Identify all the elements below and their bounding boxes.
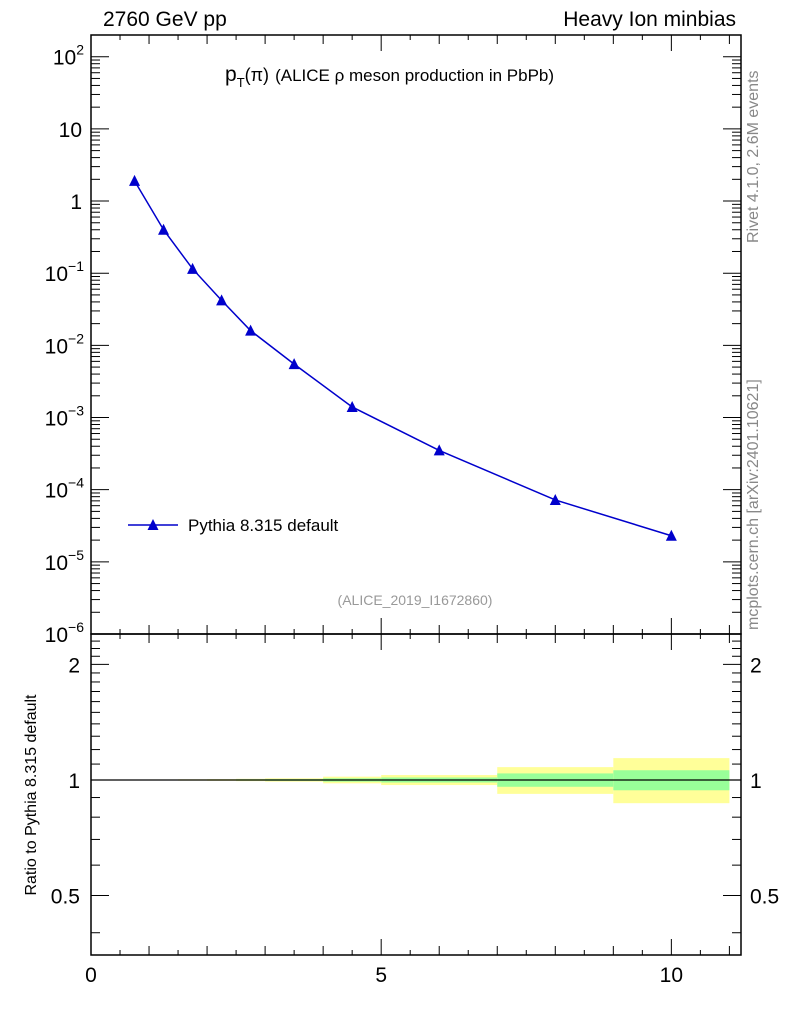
ratio-y-tick-labels: 2 2 1 1 0.5 0.5 xyxy=(51,654,779,908)
y-tick-label-exponent: −4 xyxy=(68,475,84,491)
header-process-label: Heavy Ion minbias xyxy=(563,8,736,31)
legend-label: Pythia 8.315 default xyxy=(188,516,339,535)
data-point xyxy=(665,529,677,541)
y-tick-label: 1 xyxy=(70,191,82,214)
ratio-plot-frame xyxy=(90,633,742,956)
header-energy-label: 2760 GeV pp xyxy=(103,8,227,31)
data-point xyxy=(549,493,561,505)
data-point xyxy=(187,262,199,274)
ratio-x-tick-labels: 0 5 10 xyxy=(85,964,683,987)
y-tick-label: 10−3 xyxy=(45,403,85,431)
title-subscript: T xyxy=(237,75,245,90)
y-tick-label: 102 xyxy=(53,42,84,70)
y-tick-label: 10−1 xyxy=(45,258,85,286)
data-point xyxy=(129,174,141,186)
y-tick-label-base: 10 xyxy=(53,47,76,70)
main-plot-frame xyxy=(90,34,742,635)
title-p: p xyxy=(225,63,237,86)
y-tick-label-base: 1 xyxy=(70,191,82,214)
y-tick-label-base: 10 xyxy=(45,552,68,575)
y-tick-label-exponent: −3 xyxy=(68,403,84,419)
ratio-y-tick-label-right: 2 xyxy=(750,654,762,677)
y-tick-label-base: 10 xyxy=(59,119,82,142)
series-line xyxy=(133,180,672,537)
x-tick-label: 10 xyxy=(660,964,683,987)
ratio-bands xyxy=(120,758,730,804)
x-tick-label: 5 xyxy=(375,964,387,987)
y-tick-label: 10−2 xyxy=(45,330,85,358)
title-rest: (ALICE ρ meson production in PbPb) xyxy=(275,66,554,85)
ratio-y-tick-label-right: 0.5 xyxy=(750,886,779,909)
y-tick-label-base: 10 xyxy=(45,263,68,286)
ratio-y-axis-label: Ratio to Pythia 8.315 default xyxy=(23,694,40,896)
data-point xyxy=(433,444,445,456)
y-tick-label-base: 10 xyxy=(45,624,68,647)
y-tick-label-exponent: −6 xyxy=(68,619,84,635)
y-tick-label-exponent: 2 xyxy=(76,42,84,58)
y-tick-label-base: 10 xyxy=(45,335,68,358)
title-argument: (π) xyxy=(245,65,269,85)
ratio-y-tick-label-left: 0.5 xyxy=(51,886,80,909)
data-point xyxy=(245,324,257,336)
x-tick-label: 0 xyxy=(85,964,97,987)
data-point xyxy=(158,223,170,235)
y-tick-label-exponent: −1 xyxy=(68,258,84,274)
y-tick-label-exponent: −2 xyxy=(68,330,84,346)
y-tick-label: 10−6 xyxy=(45,619,85,647)
y-tick-label: 10 xyxy=(59,119,82,142)
y-tick-label: 10−4 xyxy=(45,475,85,503)
main-axis-ticks xyxy=(90,34,741,635)
series-pythia xyxy=(129,174,677,541)
ratio-y-tick-label-right: 1 xyxy=(750,770,762,793)
data-point xyxy=(346,400,358,412)
y-tick-label-exponent: −5 xyxy=(68,547,84,563)
y-tick-label: 10−5 xyxy=(45,547,85,575)
legend: Pythia 8.315 default xyxy=(128,516,339,535)
analysis-watermark: (ALICE_2019_I1672860) xyxy=(338,592,493,608)
ratio-y-tick-label-left: 2 xyxy=(68,654,80,677)
data-point xyxy=(216,294,228,306)
legend-marker xyxy=(147,519,159,530)
ratio-y-tick-label-left: 1 xyxy=(68,770,80,793)
chart-title: pT(π) (ALICE ρ meson production in PbPb) xyxy=(225,63,554,90)
data-point xyxy=(288,358,300,370)
y-tick-label-base: 10 xyxy=(45,480,68,503)
y-tick-label-base: 10 xyxy=(45,408,68,431)
